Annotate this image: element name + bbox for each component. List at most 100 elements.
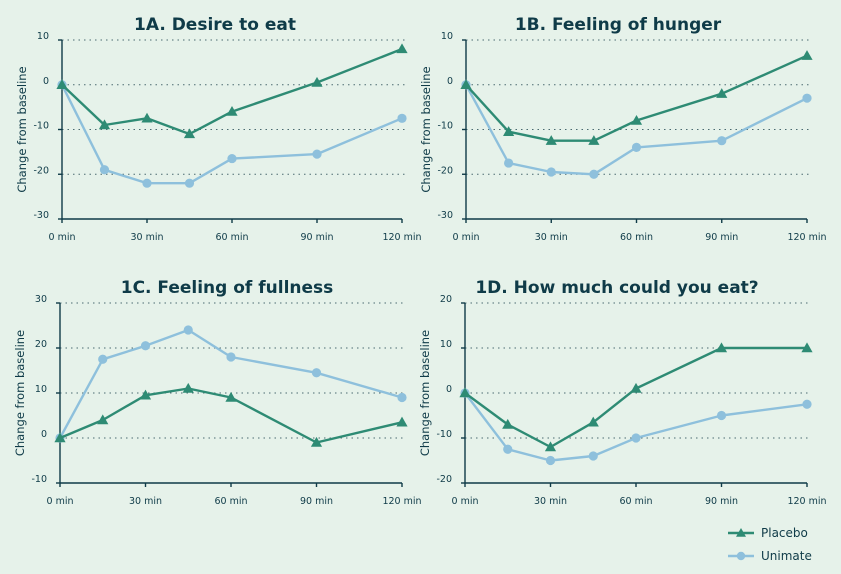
x-tick-label: 30 min	[535, 232, 568, 243]
data-point-unimate	[545, 455, 556, 466]
y-tick-label: -20	[33, 165, 49, 176]
data-point-placebo	[396, 416, 408, 427]
y-tick-label: 10	[440, 339, 452, 350]
x-tick-label: 90 min	[300, 496, 333, 507]
data-point-unimate	[802, 399, 812, 409]
chart-panel-4: 1D. How much could you eat? 20 10 0 -10 -200 …	[418, 278, 827, 507]
y-tick-label: -10	[436, 429, 452, 440]
data-point-unimate	[397, 113, 407, 123]
y-axis-label: Change from baseline	[13, 330, 27, 456]
data-point-unimate	[716, 410, 727, 421]
y-tick-label: -30	[437, 210, 453, 221]
legend-item-placebo: Placebo	[728, 526, 808, 540]
data-point-placebo	[98, 119, 111, 130]
data-point-placebo	[183, 128, 196, 139]
data-point-unimate	[504, 158, 514, 168]
y-tick-label: 0	[41, 429, 47, 440]
chart-title: 1D. How much could you eat?	[475, 278, 758, 298]
series-line-placebo	[464, 346, 807, 449]
legend-label: Placebo	[761, 526, 808, 540]
x-tick-label: 90 min	[300, 232, 333, 243]
y-tick-label: 20	[440, 294, 452, 305]
x-tick-label: 0 min	[47, 496, 74, 507]
data-point-unimate	[99, 165, 110, 175]
x-tick-label: 30 min	[534, 496, 567, 507]
data-point-unimate	[140, 341, 151, 351]
data-point-placebo	[630, 382, 642, 393]
data-point-placebo	[396, 43, 408, 54]
y-tick-label: 10	[35, 384, 47, 395]
x-tick-label: 60 min	[215, 232, 248, 243]
data-point-unimate	[227, 153, 237, 164]
y-tick-label: -20	[436, 474, 452, 485]
data-point-unimate	[546, 167, 556, 177]
chart-title: 1C. Feeling of fullness	[121, 278, 334, 298]
data-point-unimate	[589, 169, 599, 179]
x-tick-label: 0 min	[452, 496, 479, 507]
data-point-placebo	[139, 389, 152, 400]
data-point-unimate	[717, 136, 727, 146]
chart-panel-2: 1B. Feeling of hunger 10 0 -10 -20 -300 min 30…	[419, 15, 827, 243]
data-point-placebo	[502, 418, 514, 429]
data-point-unimate	[631, 433, 641, 443]
legend-marker	[736, 551, 746, 561]
x-tick-label: 30 min	[130, 232, 163, 243]
x-tick-label: 120 min	[787, 232, 826, 243]
data-point-placebo	[311, 76, 323, 87]
y-tick-label: 10	[441, 31, 453, 42]
legend-marker	[736, 528, 746, 537]
x-tick-label: 60 min	[620, 232, 653, 243]
data-point-placebo	[97, 414, 109, 425]
data-point-placebo	[310, 436, 323, 447]
data-point-placebo	[226, 106, 238, 116]
series-line-placebo	[61, 47, 403, 136]
y-tick-label: -10	[33, 121, 49, 132]
data-point-unimate	[311, 368, 322, 378]
data-point-placebo	[588, 135, 600, 145]
x-tick-label: 120 min	[787, 496, 826, 507]
data-point-unimate	[397, 392, 407, 403]
data-point-unimate	[183, 325, 193, 335]
data-point-unimate	[588, 451, 598, 461]
data-point-unimate	[226, 352, 236, 362]
data-point-placebo	[801, 342, 813, 353]
data-point-unimate	[184, 178, 195, 188]
y-tick-label: -20	[437, 165, 453, 176]
data-point-unimate	[503, 444, 513, 454]
data-point-placebo	[460, 79, 472, 89]
legend-label: Unimate	[761, 549, 812, 563]
series-line-unimate	[464, 392, 808, 462]
y-tick-label: 0	[447, 76, 453, 87]
y-tick-label: 30	[35, 294, 47, 305]
series-line-unimate	[58, 328, 403, 439]
data-point-placebo	[56, 79, 68, 89]
x-tick-label: 120 min	[382, 496, 421, 507]
data-point-placebo	[54, 432, 66, 443]
y-axis-label: Change from baseline	[418, 330, 432, 456]
data-point-placebo	[141, 112, 153, 123]
data-point-placebo	[225, 391, 237, 402]
legend-item-unimate: Unimate	[728, 549, 812, 563]
data-point-unimate	[142, 178, 152, 188]
chart-panel-3: 1C. Feeling of fullness 30 20 10 0 -100 min 30…	[13, 278, 422, 507]
chart-panel-1: 1A. Desire to eat 10 0 -10 -20 -300 min 30 min…	[15, 15, 422, 243]
data-point-placebo	[182, 382, 194, 393]
x-tick-label: 60 min	[214, 496, 247, 507]
data-point-placebo	[545, 135, 557, 145]
series-line-unimate	[60, 84, 403, 185]
data-point-placebo	[716, 88, 728, 98]
data-point-unimate	[98, 354, 108, 364]
x-tick-label: 0 min	[49, 232, 76, 243]
y-tick-label: -10	[437, 121, 453, 132]
x-tick-label: 30 min	[129, 496, 162, 507]
data-point-placebo	[715, 342, 728, 353]
data-point-unimate	[631, 142, 642, 152]
chart-title: 1A. Desire to eat	[134, 15, 296, 35]
chart-title: 1B. Feeling of hunger	[515, 15, 722, 35]
data-point-placebo	[459, 387, 471, 398]
legend: Placebo Unimate	[728, 526, 812, 563]
x-tick-label: 0 min	[453, 232, 480, 243]
y-tick-label: 10	[37, 31, 49, 42]
data-point-unimate	[802, 93, 812, 103]
